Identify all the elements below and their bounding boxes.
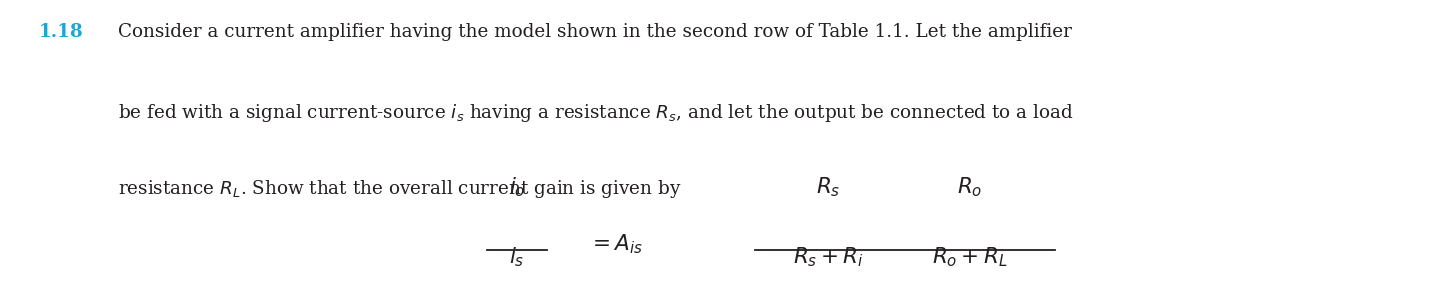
Text: $R_o + R_L$: $R_o + R_L$ <box>931 245 1008 269</box>
Text: $i_o$: $i_o$ <box>508 175 526 199</box>
Text: $i_s$: $i_s$ <box>510 245 524 269</box>
Text: 1.18: 1.18 <box>39 24 84 41</box>
Text: $R_s$: $R_s$ <box>816 175 840 199</box>
Text: $R_s + R_i$: $R_s + R_i$ <box>793 245 864 269</box>
Text: $R_o$: $R_o$ <box>957 175 982 199</box>
Text: be fed with a signal current-source $i_s$ having a resistance $R_s$, and let the: be fed with a signal current-source $i_s… <box>118 102 1073 124</box>
Text: Consider a current amplifier having the model shown in the second row of Table 1: Consider a current amplifier having the … <box>118 24 1071 41</box>
Text: $= A_{is}$: $= A_{is}$ <box>588 232 643 256</box>
Text: resistance $R_L$. Show that the overall current gain is given by: resistance $R_L$. Show that the overall … <box>118 178 682 200</box>
